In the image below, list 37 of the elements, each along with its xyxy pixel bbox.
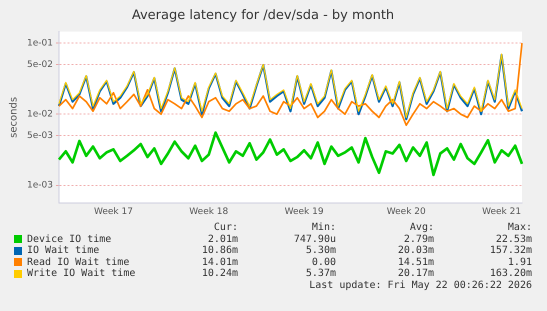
text: 5.37m bbox=[304, 268, 336, 280]
y-tick-label: 1e-01 bbox=[26, 38, 53, 48]
text: 5.30m bbox=[304, 245, 336, 256]
legend-label: Read IO Wait time bbox=[27, 256, 130, 268]
y-tick-label: 5e-03 bbox=[26, 130, 53, 141]
text: Min: bbox=[310, 222, 336, 234]
text: 10.24m bbox=[200, 268, 238, 280]
y-tick-label: 5e-02 bbox=[26, 60, 53, 70]
text: 10.86m bbox=[200, 245, 238, 256]
text: 14.01m bbox=[200, 256, 238, 268]
legend-label: IO Wait time bbox=[27, 245, 100, 256]
x-tick-label: Week 21 bbox=[482, 206, 522, 217]
text: 20.17m bbox=[396, 268, 434, 280]
text: 2.79m bbox=[402, 234, 434, 245]
legend-label: Device IO time bbox=[27, 234, 112, 245]
text: 22.53m bbox=[494, 234, 532, 245]
text: 157.32m bbox=[488, 245, 532, 256]
text: 2.01m bbox=[206, 234, 238, 245]
text: Avg: bbox=[408, 222, 434, 234]
text: 14.51m bbox=[396, 256, 434, 268]
y-tick-label: 1e-02 bbox=[26, 110, 53, 120]
text: Cur: bbox=[212, 222, 238, 234]
legend-label: Write IO Wait time bbox=[27, 268, 136, 280]
chart-title: Average latency for /dev/sda - by month bbox=[132, 8, 394, 24]
text: 0.00 bbox=[310, 256, 336, 268]
text: 163.20m bbox=[488, 268, 532, 280]
x-tick-label: Week 18 bbox=[189, 206, 229, 217]
y-axis-title: seconds bbox=[8, 96, 20, 138]
text: 20.03m bbox=[396, 245, 434, 256]
text: Max: bbox=[506, 222, 532, 234]
x-tick-label: Week 20 bbox=[386, 206, 426, 217]
x-tick-label: Week 19 bbox=[284, 206, 324, 217]
y-tick-label: 1e-03 bbox=[26, 180, 53, 191]
x-tick-label: Week 17 bbox=[94, 206, 133, 217]
text: 747.90u bbox=[292, 234, 336, 245]
text: 1.91 bbox=[506, 256, 532, 268]
text: Last update: Fri May 22 00:26:22 2026 bbox=[309, 280, 532, 291]
